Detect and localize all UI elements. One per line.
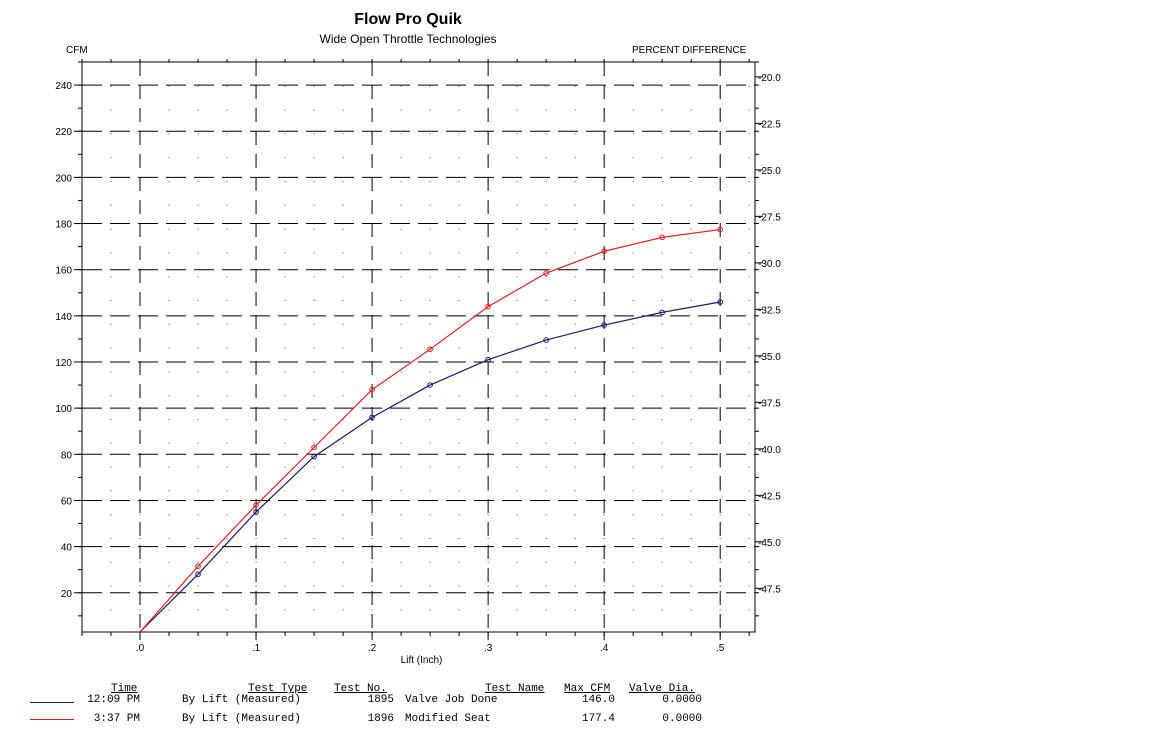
data-point — [253, 509, 259, 515]
legend-test-no: 1896 — [367, 713, 394, 725]
legend-header-valve-dia: Valve Dia. — [629, 683, 696, 695]
y2-tick-label: -22.5 — [758, 119, 781, 130]
x-tick-label: .2 — [368, 643, 377, 654]
x-tick-label: .5 — [716, 643, 725, 654]
y-tick-label: 100 — [55, 404, 72, 415]
y-axis-label: CFM — [66, 45, 88, 56]
data-point — [717, 226, 723, 233]
data-point — [427, 346, 433, 353]
legend-header-time: Time — [111, 683, 138, 695]
data-point — [717, 299, 723, 305]
y2-tick-label: -30.0 — [758, 259, 781, 270]
y-tick-label: 60 — [61, 496, 73, 507]
legend-header-max-cfm: Max CFM — [564, 683, 611, 695]
y-tick-label: 240 — [55, 81, 72, 92]
data-point — [253, 502, 259, 508]
y2-axis-label: PERCENT DIFFERENCE — [632, 45, 747, 56]
legend-valve-dia: 0.0000 — [662, 713, 702, 725]
data-point — [485, 303, 491, 310]
data-point — [601, 322, 607, 328]
data-point — [311, 453, 317, 460]
test-legend: Time Test Type Test No. Test Name Max CF… — [30, 683, 730, 733]
y-tick-label: 80 — [61, 450, 73, 461]
data-point — [485, 356, 491, 363]
legend-max-cfm: 177.4 — [581, 713, 615, 725]
y2-tick-label: -27.5 — [758, 212, 781, 223]
legend-time: 12:09 PM — [87, 694, 140, 706]
x-tick-label: .0 — [136, 643, 145, 654]
y2-tick-label: -32.5 — [758, 305, 781, 316]
chart-subtitle: Wide Open Throttle Technologies — [319, 32, 497, 46]
data-point — [195, 571, 201, 578]
data-point — [311, 444, 317, 451]
plot-frame — [81, 61, 756, 633]
y2-tick-label: -25.0 — [758, 166, 781, 177]
y-tick-label: 140 — [55, 312, 72, 323]
legend-test-type: By Lift (Measured) — [182, 694, 301, 706]
y2-tick-label: -42.5 — [758, 491, 781, 502]
y-tick-label: 160 — [55, 266, 72, 277]
series-line — [139, 228, 721, 633]
data-point — [543, 337, 549, 343]
legend-test-name: Modified Seat — [405, 713, 491, 725]
y2-tick-label: -20.0 — [758, 73, 781, 84]
data-point — [369, 386, 375, 393]
data-point — [601, 248, 607, 255]
chart-title: Flow Pro Quik — [354, 11, 462, 28]
y2-tick-label: -40.0 — [758, 445, 781, 456]
x-tick-label: .4 — [600, 643, 609, 654]
y-tick-label: 220 — [55, 127, 72, 138]
legend-line-swatch — [30, 702, 74, 703]
x-axis-label: Lift (Inch) — [401, 655, 443, 666]
data-point — [543, 270, 549, 276]
y-tick-label: 180 — [55, 220, 72, 231]
y-tick-label: 200 — [55, 173, 72, 184]
data-point — [427, 382, 433, 388]
legend-line-swatch — [30, 719, 74, 720]
legend-time: 3:37 PM — [93, 713, 140, 725]
legend-header-test-no: Test No. — [334, 683, 387, 695]
y2-tick-label: -37.5 — [758, 398, 781, 409]
y2-tick-label: -35.0 — [758, 352, 781, 363]
y-tick-label: 40 — [61, 543, 73, 554]
legend-test-no: 1895 — [367, 694, 394, 706]
series-line — [139, 301, 721, 633]
legend-header-test-type: Test Type — [248, 683, 308, 695]
x-tick-label: .1 — [252, 643, 261, 654]
x-tick-label: .3 — [484, 643, 493, 654]
legend-header-test-name: Test Name — [485, 683, 545, 695]
y-tick-label: 20 — [61, 589, 73, 600]
y2-tick-label: -45.0 — [758, 538, 781, 549]
data-point — [659, 234, 665, 241]
data-point — [659, 309, 665, 316]
legend-max-cfm: 146.0 — [581, 694, 615, 706]
y2-tick-label: -47.5 — [758, 584, 781, 595]
data-point — [369, 414, 375, 421]
data-point — [195, 563, 201, 570]
legend-test-type: By Lift (Measured) — [182, 713, 301, 725]
legend-valve-dia: 0.0000 — [662, 694, 702, 706]
legend-test-name: Valve Job Done — [405, 694, 498, 706]
y-tick-label: 120 — [55, 358, 72, 369]
